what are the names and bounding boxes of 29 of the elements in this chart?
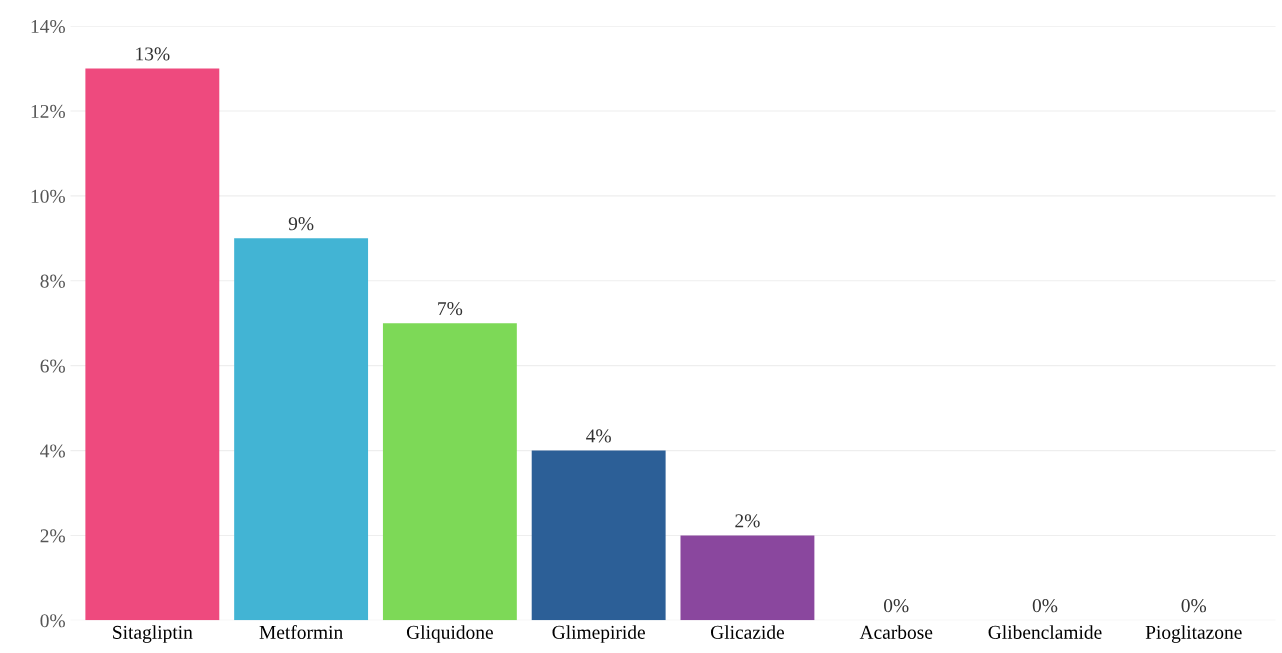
bar [531,450,666,621]
x-tick-label: Metformin [259,625,343,639]
y-tick-label: 4% [40,444,65,458]
x-tick-label: Glicazide [710,625,785,639]
bar [234,238,369,621]
y-tick-label: 8% [40,274,65,288]
y-tick-label: 6% [40,359,65,373]
x-tick-label: Glimepiride [552,625,645,643]
y-tick-label: 10% [31,189,65,203]
data-label: 0% [883,599,909,613]
data-label: 13% [136,47,170,61]
data-label: 2% [735,514,760,528]
bar [85,68,220,621]
y-tick-label: 14% [31,19,65,34]
x-tick-label: Acarbose [859,625,933,639]
data-label: 0% [1032,599,1058,613]
data-label: 0% [1181,599,1207,613]
x-tick-label: Gliquidone [406,625,493,643]
y-tick-label: 12% [31,104,65,119]
y-tick-label: 2% [40,529,65,543]
x-tick-label: Glibenclamide [988,625,1102,639]
data-label: 4% [586,429,611,443]
x-tick-label: Sitagliptin [113,625,193,643]
x-tick-label: Pioglitazone [1145,625,1242,643]
bar [382,323,517,621]
bar [680,535,815,621]
data-label: 9% [288,217,314,231]
y-tick-label: 0% [40,614,65,628]
data-label: 7% [438,302,463,316]
